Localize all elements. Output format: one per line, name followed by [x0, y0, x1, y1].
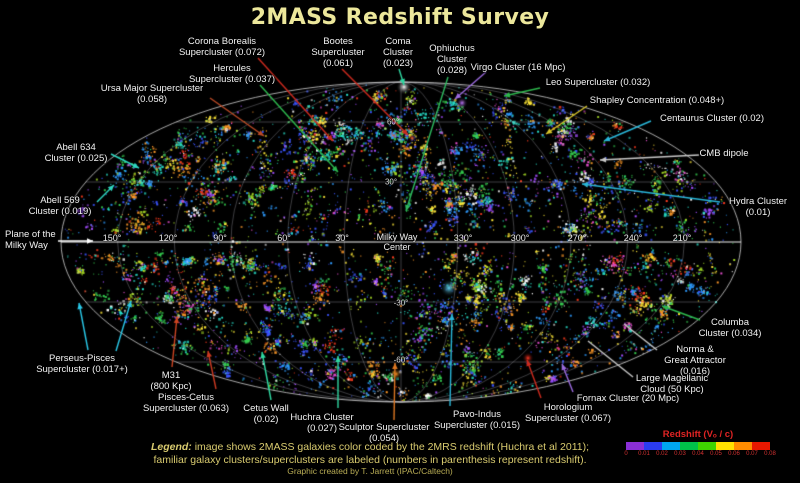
- colorbar-segment: [752, 442, 770, 450]
- cluster-label-hercules-supercluster: Hercules Supercluster (0.037): [188, 63, 276, 85]
- legend-prefix: Legend:: [150, 441, 192, 453]
- cluster-label-shapley-concentration: Shapley Concentration (0.048+): [589, 95, 725, 106]
- cluster-label-ophiuchus-cluster: Ophiuchus Cluster (0.028): [429, 43, 475, 76]
- cluster-label-cetus-wall: Cetus Wall (0.02): [243, 403, 289, 425]
- milky-way-center-label: Milky Way Center: [376, 232, 418, 252]
- colorbar-segment: [716, 442, 734, 450]
- cluster-label-hydra-cluster: Hydra Cluster (0.01): [728, 196, 788, 218]
- colorbar-segment: [734, 442, 752, 450]
- colorbar-tick: 0: [624, 451, 628, 457]
- colorbar-tick: 0.03: [674, 451, 686, 457]
- equator-label: 30°: [335, 233, 349, 243]
- legend-line1: image shows 2MASS galaxies color coded b…: [191, 441, 590, 453]
- equator-label: 120°: [158, 233, 178, 243]
- equator-label: 90°: [213, 233, 227, 243]
- equator-label: 330°: [453, 233, 473, 243]
- cluster-label-plane-of-milky-way: Plane of the Milky Way: [5, 229, 56, 251]
- colorbar-bar: [626, 442, 770, 450]
- cluster-label-horologium-supercluster: Horologium Supercluster (0.067): [524, 402, 612, 424]
- colorbar-segment: [698, 442, 716, 450]
- equator-label: 300°: [510, 233, 530, 243]
- colorbar-tick: 0.06: [728, 451, 740, 457]
- equator-label: 240°: [623, 233, 643, 243]
- cluster-label-pavo-indus-supercluster: Pavo-Indus Supercluster (0.015): [433, 409, 521, 431]
- cluster-label-perseus-pisces-supercluster: Perseus-Pisces Supercluster (0.017+): [36, 353, 128, 375]
- cluster-label-columba-cluster: Columba Cluster (0.034): [698, 317, 762, 339]
- cluster-label-bootes-supercluster: Bootes Supercluster (0.061): [311, 36, 365, 69]
- cluster-label-pisces-cetus-supercluster: Pisces-Cetus Supercluster (0.063): [142, 392, 230, 414]
- cluster-label-centaurus-cluster: Centaurus Cluster (0.02): [659, 113, 765, 124]
- colorbar-segment: [626, 442, 644, 450]
- colorbar-ticks: 0 0.01 0.02 0.03 0.04 0.05 0.06 0.07 0.08: [624, 451, 776, 459]
- colorbar: Redshift (Vₒ / c) 0 0.01 0.02 0.03 0.04 0.05 0…: [620, 429, 776, 459]
- cluster-label-abell-634-cluster: Abell 634 Cluster (0.025): [44, 142, 108, 164]
- equator-label: 270°: [567, 233, 587, 243]
- equator-label: 150°: [102, 233, 122, 243]
- cluster-label-m31: M31 (800 Kpc): [150, 370, 192, 392]
- colorbar-tick: 0.05: [710, 451, 722, 457]
- cluster-label-leo-supercluster: Leo Supercluster (0.032): [545, 77, 651, 88]
- colorbar-tick: 0.08: [764, 451, 776, 457]
- colorbar-title: Redshift (Vₒ / c): [662, 429, 734, 440]
- cluster-label-coma-cluster: Coma Cluster (0.023): [382, 36, 414, 69]
- cluster-label-fornax-cluster: Fornax Cluster (20 Mpc): [576, 393, 680, 404]
- legend-block: Legend: image shows 2MASS galaxies color…: [20, 441, 720, 466]
- colorbar-segment: [662, 442, 680, 450]
- colorbar-tick: 0.01: [638, 451, 650, 457]
- cluster-label-corona-borealis-supercluster: Corona Borealis Supercluster (0.072): [178, 36, 266, 58]
- credit-line: Graphic created by T. Jarrett (IPAC/Calt…: [287, 466, 453, 476]
- cluster-label-huchra-cluster: Huchra Cluster (0.027): [290, 412, 354, 434]
- latitude-label: 60°: [386, 117, 400, 127]
- cluster-label-cmb-dipole: CMB dipole: [699, 148, 749, 159]
- cluster-label-sculptor-supercluster: Sculptor Supercluster (0.054): [338, 422, 430, 444]
- cluster-label-large-magellanic-cloud: Large Magellanic Cloud (50 Kpc): [635, 373, 709, 395]
- page-title: 2MASS Redshift Survey: [250, 5, 550, 30]
- cluster-label-virgo-cluster: Virgo Cluster (16 Mpc): [470, 62, 566, 73]
- latitude-label: -30°: [393, 298, 409, 308]
- legend-line2: familiar galaxy clusters/superclusters a…: [153, 453, 587, 466]
- colorbar-segment: [680, 442, 698, 450]
- cluster-label-abell-569-cluster: Abell 569 Cluster (0.019): [28, 195, 92, 217]
- colorbar-tick: 0.02: [656, 451, 668, 457]
- colorbar-tick: 0.07: [746, 451, 758, 457]
- cluster-label-norma-great-attractor: Norma & Great Attractor (0.016): [664, 344, 726, 377]
- latitude-label: 30°: [384, 177, 398, 187]
- equator-label: 210°: [672, 233, 692, 243]
- colorbar-tick: 0.04: [692, 451, 704, 457]
- colorbar-segment: [644, 442, 662, 450]
- equator-label: 60°: [277, 233, 291, 243]
- cluster-label-ursa-major-supercluster: Ursa Major Supercluster (0.058): [100, 83, 204, 105]
- latitude-label: -60°: [393, 355, 409, 365]
